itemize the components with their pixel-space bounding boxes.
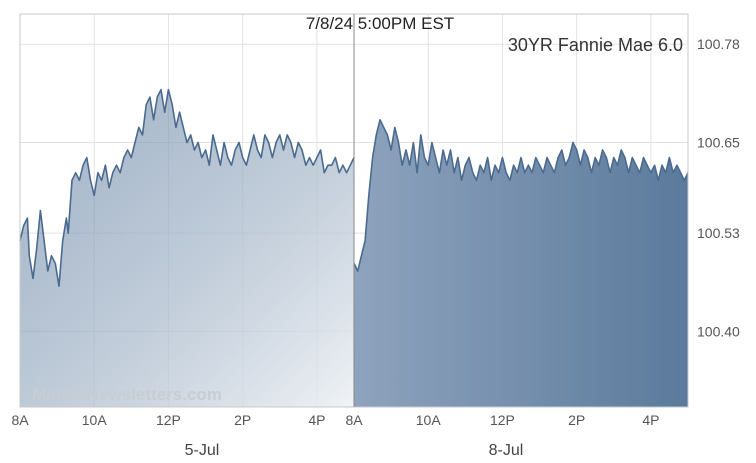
x-tick-label: 8A: [345, 412, 363, 428]
x-tick-label: 8A: [11, 412, 29, 428]
x-tick-label: 4P: [308, 412, 325, 428]
session-line: [353, 119, 689, 272]
y-tick-label: 100.78: [697, 36, 740, 52]
timestamp-label: 7/8/24 5:00PM EST: [306, 14, 454, 33]
price-area: [20, 89, 688, 408]
x-tick-label: 10A: [416, 412, 442, 428]
date-label: 5-Jul: [185, 442, 220, 458]
x-tick-label: 12P: [490, 412, 515, 428]
x-tick-label: 4P: [642, 412, 659, 428]
watermark: MarketNewsletters.com: [32, 385, 222, 404]
x-tick-label: 2P: [568, 412, 585, 428]
y-axis-labels: 100.78 100.65 100.53 100.40: [697, 36, 740, 339]
y-tick-label: 100.65: [697, 134, 740, 150]
x-tick-label: 12P: [156, 412, 181, 428]
date-label: 8-Jul: [489, 442, 524, 458]
date-labels: 5-Jul 8-Jul: [185, 442, 524, 459]
session-area: [354, 119, 688, 408]
x-tick-label: 10A: [82, 412, 108, 428]
session-area: [20, 89, 354, 407]
y-tick-label: 100.40: [697, 323, 740, 339]
session-line: [19, 88, 355, 287]
series-name: 30YR Fannie Mae 6.0: [508, 35, 683, 55]
y-tick-label: 100.53: [697, 225, 740, 241]
price-line: [19, 88, 689, 287]
x-axis-labels: 8A 10A 12P 2P 4P 8A 10A 12P 2P 4P: [11, 412, 659, 428]
x-tick-label: 2P: [234, 412, 251, 428]
